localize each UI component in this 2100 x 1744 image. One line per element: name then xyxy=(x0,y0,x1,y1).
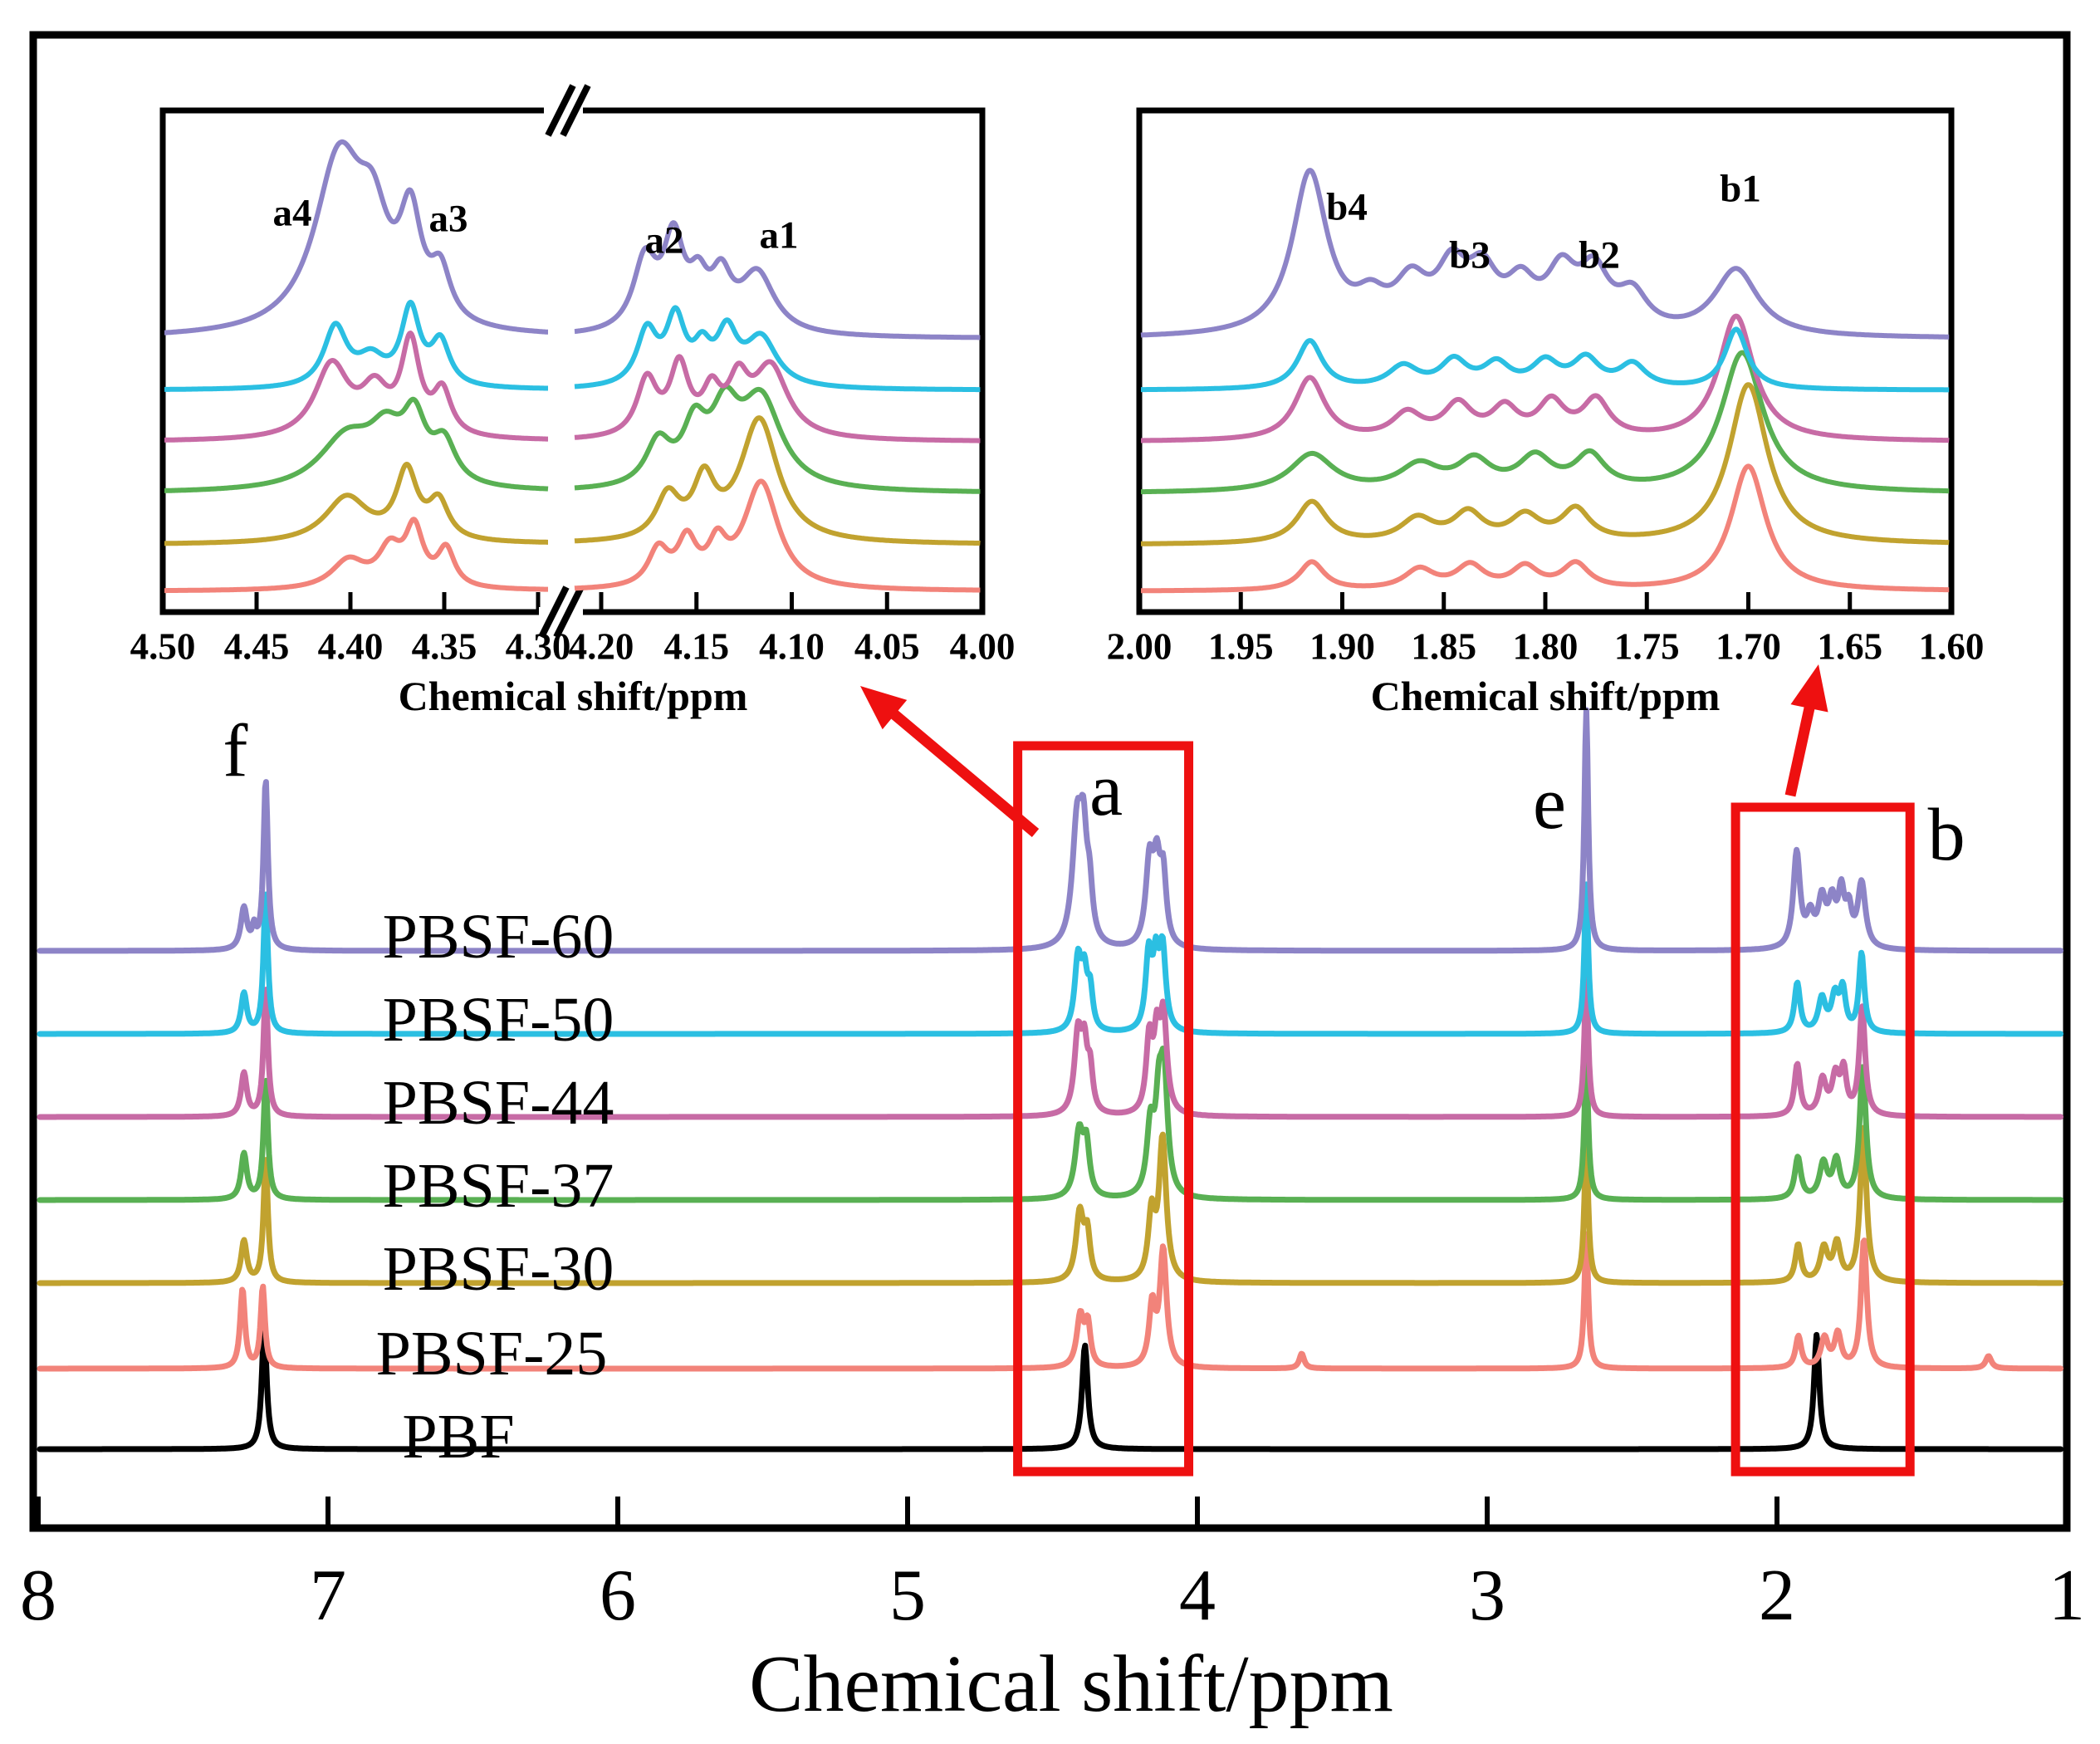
trace-inset-left-segA-pbsf-25 xyxy=(163,517,550,594)
main-axis-tick-label: 6 xyxy=(600,1555,636,1636)
trace-inset-right-pbsf-25 xyxy=(1139,463,1951,594)
peak-label-b: b xyxy=(1927,794,1965,876)
sample-label-pbsf-37: PBSF-37 xyxy=(382,1151,614,1221)
arrow-line-to-left-inset xyxy=(886,707,1040,837)
trace-inset-left-segA-pbsf-50 xyxy=(163,299,550,392)
peak-label-f: f xyxy=(223,710,248,792)
inset-peak-label-a3: a3 xyxy=(428,197,468,241)
inset-right-tick-label: 2.00 xyxy=(1106,625,1172,668)
inset-left-tick-label: 4.45 xyxy=(223,625,290,668)
inset-peak-label-b3: b3 xyxy=(1449,233,1491,277)
inset-left-tick-label: 4.15 xyxy=(663,625,730,668)
main-axis-tick-label: 7 xyxy=(310,1555,346,1636)
trace-main-pbsf-25 xyxy=(37,1231,2064,1372)
inset-right-tick-label: 1.65 xyxy=(1817,625,1883,668)
inset-left-x-axis-title: Chemical shift/ppm xyxy=(398,673,748,719)
peak-label-a: a xyxy=(1089,749,1123,831)
trace-inset-left-segB-pbsf-50 xyxy=(573,305,982,393)
trace-main-pbsf-30 xyxy=(37,1124,2064,1286)
main-axis-tick-label: 5 xyxy=(889,1555,926,1636)
inset-right-tick-label: 1.80 xyxy=(1512,625,1579,668)
inset-left-tick-label: 4.20 xyxy=(568,625,634,668)
arrowhead-to-right-inset xyxy=(1790,664,1828,713)
arrow-line-to-right-inset xyxy=(1784,703,1816,797)
inset-peak-label-b4: b4 xyxy=(1326,185,1368,229)
inset-right-tick-label: 1.85 xyxy=(1411,625,1477,668)
sample-label-pbsf-30: PBSF-30 xyxy=(382,1234,614,1304)
trace-inset-left-segB-pbsf-44 xyxy=(573,354,982,443)
main-axis-tick-label: 1 xyxy=(2049,1555,2085,1636)
inset-left-tick-label: 4.10 xyxy=(759,625,825,668)
main-axis-tick-label: 3 xyxy=(1469,1555,1505,1636)
main-axis-tick-label: 8 xyxy=(20,1555,56,1636)
sample-label-pbsf-25: PBSF-25 xyxy=(375,1319,608,1389)
inset-peak-label-a2: a2 xyxy=(644,218,684,262)
inset-right-tick-label: 1.70 xyxy=(1716,625,1781,668)
trace-main-pbsf-37 xyxy=(37,1046,2064,1203)
main-axis-tick-label: 2 xyxy=(1759,1555,1795,1636)
trace-inset-right-pbsf-50 xyxy=(1139,326,1951,393)
trace-main-pbsf-60 xyxy=(37,707,2064,954)
axis-break-gap-bottom xyxy=(539,607,583,617)
trace-inset-right-pbsf-44 xyxy=(1139,313,1951,443)
trace-inset-right-pbsf-30 xyxy=(1139,382,1951,546)
inset-left-tick-label: 4.35 xyxy=(411,625,477,668)
inset-peak-label-a1: a1 xyxy=(759,213,799,257)
axis-break-slash xyxy=(553,585,585,639)
inset-left-tick-label: 4.50 xyxy=(130,625,196,668)
arrowhead-to-left-inset xyxy=(860,686,908,730)
trace-inset-left-segA-pbsf-37 xyxy=(163,396,550,493)
axis-break-slash xyxy=(560,84,591,137)
axis-break-slash xyxy=(538,585,570,639)
trace-inset-right-pbsf-60 xyxy=(1139,168,1951,340)
sample-label-pbsf-44: PBSF-44 xyxy=(382,1068,614,1138)
inset-left-tick-label: 4.05 xyxy=(854,625,920,668)
inset-right-tick-label: 1.60 xyxy=(1918,625,1985,668)
sample-label-pbf: PBF xyxy=(402,1402,515,1472)
trace-inset-left-segB-pbsf-25 xyxy=(573,478,982,593)
inset-left-tick-label: 4.30 xyxy=(505,625,571,668)
main-x-axis-title: Chemical shift/ppm xyxy=(749,1639,1393,1729)
highlight-box-b xyxy=(1730,802,1915,1477)
trace-inset-left-segA-pbsf-44 xyxy=(163,331,550,443)
inset-right-tick-label: 1.75 xyxy=(1613,625,1680,668)
inset-peak-label-b1: b1 xyxy=(1720,167,1761,211)
trace-main-pbsf-50 xyxy=(37,881,2064,1037)
trace-inset-left-segB-pbsf-60 xyxy=(573,220,982,340)
trace-inset-left-segB-pbsf-37 xyxy=(573,384,982,494)
inset-peak-label-a4: a4 xyxy=(272,191,312,235)
sample-label-pbsf-60: PBSF-60 xyxy=(382,902,614,972)
trace-main-pbsf-44 xyxy=(37,972,2064,1120)
inset-right-tick-label: 1.95 xyxy=(1207,625,1274,668)
axis-break-slash xyxy=(545,84,576,137)
sample-label-pbsf-50: PBSF-50 xyxy=(382,985,614,1055)
peak-label-e: e xyxy=(1533,762,1567,845)
inset-right-tick-label: 1.90 xyxy=(1309,625,1375,668)
main-axis-tick-label: 4 xyxy=(1179,1555,1216,1636)
trace-inset-left-segA-pbsf-60 xyxy=(163,139,550,336)
trace-inset-right-pbsf-37 xyxy=(1139,350,1951,495)
trace-inset-left-segB-pbsf-30 xyxy=(573,415,982,546)
trace-inset-left-segA-pbsf-30 xyxy=(163,462,550,546)
figure-border xyxy=(29,31,2071,1532)
inset-peak-label-b2: b2 xyxy=(1579,233,1620,277)
inset-left-tick-label: 4.00 xyxy=(949,625,1016,668)
inset-right-x-axis-title: Chemical shift/ppm xyxy=(1370,673,1721,719)
inset-left-tick-label: 4.40 xyxy=(317,625,384,668)
trace-main-pbf xyxy=(37,1322,2064,1453)
highlight-box-a xyxy=(1013,741,1194,1477)
